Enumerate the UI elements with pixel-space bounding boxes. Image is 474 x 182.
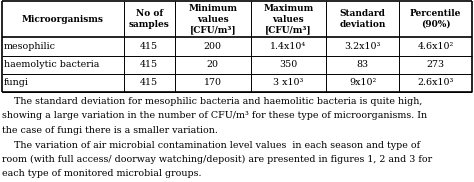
Text: room (with full access/ doorway watching/deposit) are presented in figures 1, 2 : room (with full access/ doorway watching… xyxy=(2,155,432,164)
Text: 83: 83 xyxy=(356,60,369,69)
Text: fungi: fungi xyxy=(4,78,29,87)
Text: 2.6x10³: 2.6x10³ xyxy=(417,78,454,87)
Text: The variation of air microbial contamination level values  in each season and ty: The variation of air microbial contamina… xyxy=(2,141,420,149)
Text: 3.2x10³: 3.2x10³ xyxy=(345,42,381,51)
Text: 415: 415 xyxy=(140,60,158,69)
Text: Standard
deviation: Standard deviation xyxy=(339,9,386,29)
Text: 350: 350 xyxy=(279,60,298,69)
Text: Minimum
values
[CFU/m³]: Minimum values [CFU/m³] xyxy=(188,4,237,34)
Text: the case of fungi there is a smaller variation.: the case of fungi there is a smaller var… xyxy=(2,126,218,135)
Text: Percentile
(90%): Percentile (90%) xyxy=(410,9,461,29)
Text: mesophilic: mesophilic xyxy=(4,42,56,51)
Text: The standard deviation for mesophilic bacteria and haemolitic bacteria is quite : The standard deviation for mesophilic ba… xyxy=(2,97,422,106)
Text: 415: 415 xyxy=(140,42,158,51)
Text: No of
samples: No of samples xyxy=(129,9,170,29)
Text: 4.6x10²: 4.6x10² xyxy=(418,42,454,51)
Text: 170: 170 xyxy=(204,78,222,87)
Text: haemolytic bacteria: haemolytic bacteria xyxy=(4,60,100,69)
Text: 20: 20 xyxy=(207,60,219,69)
Text: 200: 200 xyxy=(204,42,222,51)
Text: Microorganisms: Microorganisms xyxy=(22,15,104,24)
Bar xyxy=(2,1,472,92)
Text: 273: 273 xyxy=(427,60,445,69)
Text: 415: 415 xyxy=(140,78,158,87)
Text: 3 x10³: 3 x10³ xyxy=(273,78,303,87)
Text: Maximum
values
[CFU/m³]: Maximum values [CFU/m³] xyxy=(263,4,313,34)
Text: 9x10²: 9x10² xyxy=(349,78,376,87)
Text: each type of monitored microbial groups.: each type of monitored microbial groups. xyxy=(2,169,201,179)
Text: 1.4x10⁴: 1.4x10⁴ xyxy=(270,42,306,51)
Text: showing a large variation in the number of CFU/m³ for these type of microorganis: showing a large variation in the number … xyxy=(2,112,427,120)
